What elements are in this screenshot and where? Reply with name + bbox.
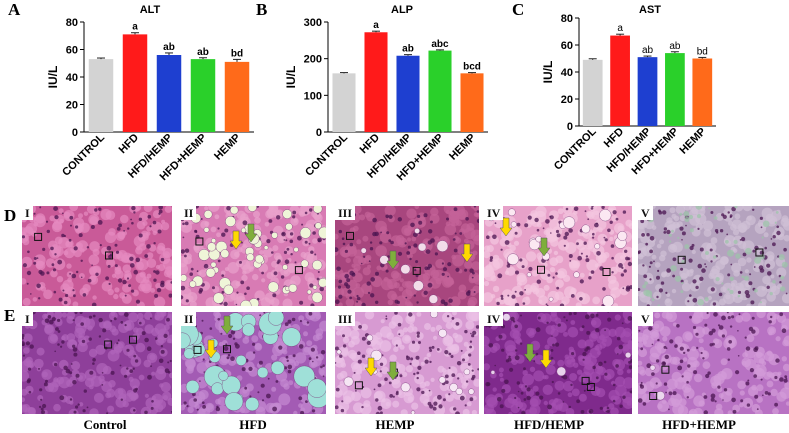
micrograph-d-3: III — [335, 206, 479, 306]
y-tick-label: 0 — [316, 127, 322, 139]
x-tick-label: HEMP — [447, 132, 478, 163]
bar-control — [332, 73, 356, 132]
y-tick-label: 80 — [561, 13, 573, 25]
bar-hfd-hemp — [190, 59, 216, 132]
bar-hfd-hemp — [156, 55, 182, 132]
chart-title: AST — [639, 4, 661, 16]
panel-roman-label: IV — [484, 312, 504, 326]
bar-hfd-hemp — [637, 57, 658, 126]
panel-letter-b: B — [256, 0, 268, 19]
panel-roman-label: I — [22, 206, 33, 220]
micrograph-d-4: IV — [484, 206, 632, 306]
micrograph-e-5: V — [638, 312, 789, 414]
y-axis-label: IU/L — [541, 61, 555, 84]
x-tick-label: CONTROL — [303, 131, 350, 178]
significance-label: ab — [163, 42, 175, 53]
bar-hfd-hemp — [428, 50, 452, 132]
micrograph-e-1: I — [22, 312, 172, 414]
bar-hfd — [610, 35, 630, 126]
bar-hemp — [460, 73, 484, 132]
panel-roman-label: II — [181, 206, 197, 220]
significance-label: a — [617, 23, 623, 34]
micrograph-d-5: V — [638, 206, 789, 306]
bar-hfd — [122, 34, 148, 132]
caption-hfd-plus-hemp: HFD+HEMP — [662, 417, 736, 432]
y-tick-label: 40 — [561, 67, 573, 79]
bar-hemp — [224, 61, 250, 132]
row-letter-d: D — [4, 206, 17, 225]
bar-charts: ALT020406080IU/LCONTROLaHFDabHFD/HEMPabH… — [46, 4, 716, 183]
micrograph-e-4: IV — [484, 312, 632, 414]
panel-letter-a: A — [8, 0, 21, 19]
x-tick-label: HEMP — [212, 132, 243, 163]
bar-hemp — [692, 58, 713, 126]
row-letter-e: E — [4, 306, 16, 325]
significance-label: ab — [669, 41, 681, 52]
y-tick-label: 20 — [66, 100, 78, 112]
significance-label: bd — [697, 46, 708, 57]
chart-title: ALT — [140, 4, 161, 16]
micrograph-d-2: II — [181, 206, 326, 306]
significance-label: a — [132, 22, 138, 33]
y-axis-label: IU/L — [284, 66, 298, 89]
y-tick-label: 0 — [72, 127, 78, 139]
x-tick-label: HFD — [117, 132, 142, 157]
significance-label: ab — [402, 44, 414, 55]
caption-hfd-slash-hemp: HFD/HEMP — [513, 417, 585, 432]
panel-roman-label: V — [638, 206, 653, 220]
panel-roman-label: III — [335, 206, 356, 220]
x-tick-label: HFD — [358, 132, 383, 157]
significance-label: bcd — [463, 62, 481, 73]
x-tick-label: CONTROL — [552, 125, 599, 172]
y-tick-label: 100 — [304, 90, 322, 102]
micrograph-e-2: II — [181, 312, 326, 414]
caption-control: Control — [83, 417, 127, 432]
panel-letter-c: C — [512, 0, 525, 19]
significance-label: abc — [431, 39, 449, 50]
y-tick-label: 60 — [66, 45, 78, 57]
x-tick-label: CONTROL — [60, 131, 107, 178]
y-tick-label: 40 — [66, 72, 78, 84]
panel-roman-label: II — [181, 312, 197, 326]
y-tick-label: 200 — [304, 54, 322, 66]
bar-control — [582, 59, 603, 126]
micrograph-d-1: I — [22, 206, 172, 306]
x-tick-label: HFD — [602, 126, 627, 151]
panel-roman-label: IV — [484, 206, 504, 220]
bar-hfd-hemp — [396, 55, 420, 132]
bar-hfd — [364, 32, 388, 133]
significance-label: ab — [197, 47, 209, 58]
significance-label: bd — [231, 48, 243, 59]
caption-hfd: HFD — [239, 417, 267, 432]
y-tick-label: 60 — [561, 40, 573, 52]
panel-roman-label: V — [638, 312, 653, 326]
panel-roman-label: I — [22, 312, 33, 326]
significance-label: a — [373, 20, 379, 31]
y-tick-label: 20 — [561, 94, 573, 106]
significance-label: ab — [642, 45, 654, 56]
panel-roman-label: III — [335, 312, 356, 326]
bar-control — [88, 59, 114, 132]
y-tick-label: 300 — [304, 17, 322, 29]
y-tick-label: 0 — [567, 121, 573, 133]
x-tick-label: HEMP — [677, 126, 708, 157]
chart-title: ALP — [391, 4, 413, 16]
caption-hemp: HEMP — [375, 417, 415, 432]
y-tick-label: 80 — [66, 17, 78, 29]
bar-hfd-hemp — [665, 53, 685, 126]
micrograph-e-3: III — [335, 312, 479, 414]
y-axis-label: IU/L — [46, 66, 60, 89]
